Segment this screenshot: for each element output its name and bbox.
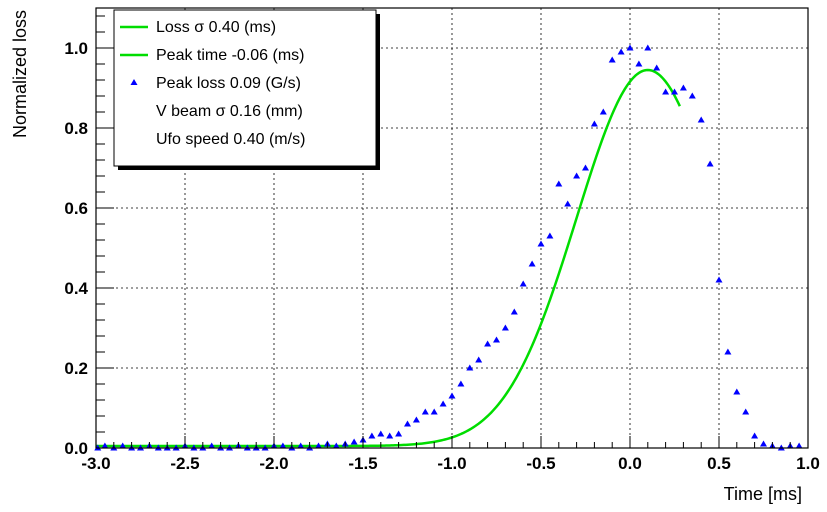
data-point — [590, 120, 598, 127]
x-tick-label: 0.5 — [707, 454, 731, 473]
data-point — [315, 442, 322, 449]
data-point — [608, 56, 616, 63]
data-point — [662, 88, 670, 95]
data-point — [635, 60, 643, 67]
data-point — [297, 442, 305, 449]
data-point — [395, 430, 403, 437]
data-point — [350, 438, 358, 445]
data-point — [368, 432, 376, 439]
legend-label: Ufo speed 0.40 (m/s) — [156, 131, 305, 148]
data-point — [386, 432, 394, 439]
y-tick-label: 0.0 — [64, 439, 88, 458]
data-point — [564, 200, 572, 207]
y-tick-labels: 0.0 0.2 0.4 0.6 0.8 1.0 — [64, 39, 88, 458]
legend: Loss σ 0.40 (ms) Peak time -0.06 (ms) Peak… — [113, 9, 380, 170]
data-point — [742, 408, 750, 415]
legend-label: V beam σ 0.16 (mm) — [156, 103, 303, 120]
x-tick-label: -0.5 — [526, 454, 555, 473]
x-tick-label: -2.5 — [170, 454, 199, 473]
data-point — [688, 92, 696, 99]
data-point — [501, 324, 509, 331]
data-point — [644, 44, 652, 51]
data-point — [626, 44, 634, 51]
x-tick-labels: -3.0 -2.5 -2.0 -1.5 -1.0 -0.5 0.0 0.5 1.0 — [81, 454, 819, 473]
legend-triangle-marker — [130, 79, 138, 85]
data-point — [101, 442, 109, 449]
x-tick-label: -3.0 — [81, 454, 110, 473]
y-tick-label: 0.8 — [64, 119, 88, 138]
y-tick-label: 0.2 — [64, 359, 88, 378]
data-point — [679, 84, 687, 91]
data-point — [421, 408, 429, 415]
data-point — [412, 416, 420, 423]
y-tick-label: 1.0 — [64, 39, 88, 58]
data-point — [404, 420, 411, 427]
data-point — [733, 388, 741, 395]
x-tick-label: -1.5 — [348, 454, 377, 473]
x-tick-label: 0.0 — [618, 454, 642, 473]
data-point — [795, 442, 803, 449]
x-tick-label: -2.0 — [259, 454, 288, 473]
legend-label: Peak time -0.06 (ms) — [156, 47, 304, 64]
data-point — [484, 340, 492, 347]
data-point — [760, 440, 767, 447]
data-point — [448, 392, 456, 399]
data-point — [528, 260, 536, 267]
data-point — [475, 356, 483, 363]
data-point — [671, 88, 678, 95]
data-point — [279, 442, 287, 449]
x-tick-label: 1.0 — [796, 454, 820, 473]
y-axis-title: Normalized loss — [10, 10, 30, 138]
data-point — [537, 240, 545, 247]
data-point — [582, 164, 589, 171]
data-point — [573, 172, 581, 179]
ticks — [95, 15, 809, 449]
data-point — [751, 432, 759, 439]
data-point — [439, 400, 447, 407]
data-point — [493, 336, 500, 343]
x-axis-title: Time [ms] — [724, 484, 802, 504]
data-point — [510, 308, 518, 315]
data-point — [653, 64, 661, 71]
data-point — [555, 180, 563, 187]
data-point — [466, 364, 474, 371]
data-point — [430, 408, 438, 415]
data-point — [697, 116, 705, 123]
data-point — [119, 442, 127, 449]
data-point — [617, 48, 625, 55]
data-point — [377, 430, 385, 437]
data-point — [715, 276, 723, 283]
y-tick-label: 0.4 — [64, 279, 88, 298]
y-tick-label: 0.6 — [64, 199, 88, 218]
legend-box — [113, 9, 377, 167]
data-point — [457, 380, 465, 387]
data-point — [724, 348, 732, 355]
data-point — [519, 280, 527, 287]
data-point — [599, 108, 607, 115]
data-point — [208, 442, 216, 449]
legend-label: Peak loss 0.09 (G/s) — [156, 75, 301, 92]
x-tick-label: -1.0 — [437, 454, 466, 473]
legend-label: Loss σ 0.40 (ms) — [156, 19, 276, 36]
data-point — [332, 442, 340, 449]
grid — [96, 8, 808, 448]
data-point — [546, 232, 554, 239]
data-point — [706, 160, 714, 167]
